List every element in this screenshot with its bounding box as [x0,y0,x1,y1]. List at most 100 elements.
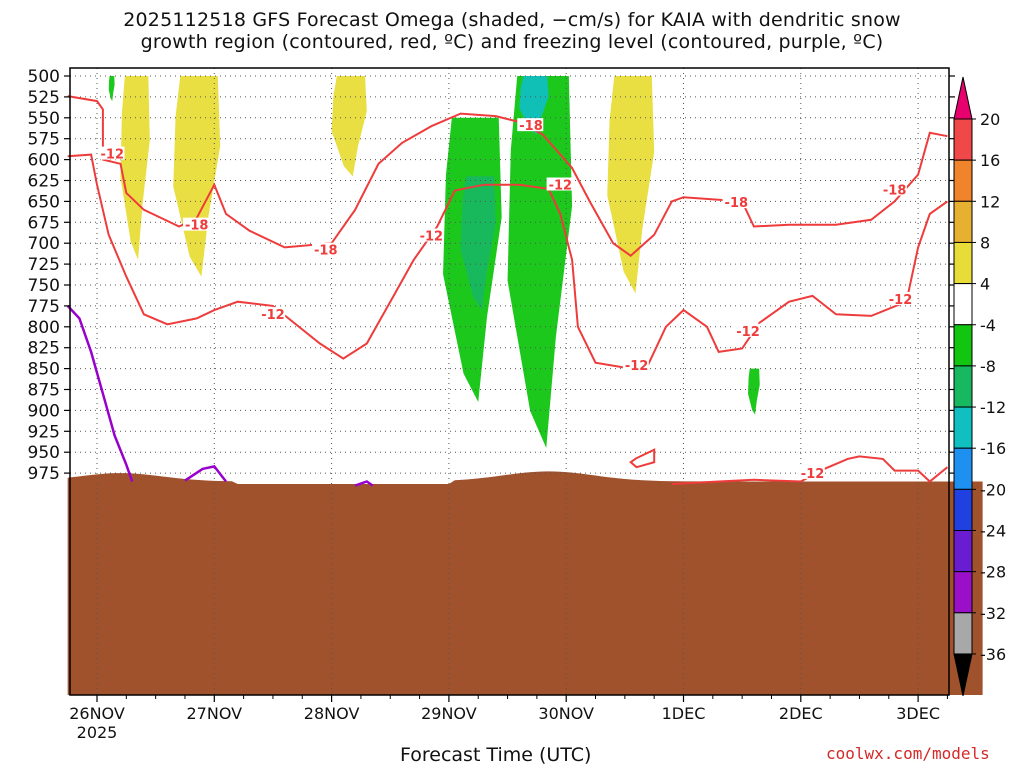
colorbar-label--28: -28 [980,563,1006,582]
contour-label-10: -18 [883,184,907,199]
contour-label-bg-7 [722,195,749,209]
colorbar-label--12: -12 [980,398,1006,417]
contour-label-bg-12 [798,465,825,479]
y-tick-label-650: 650 [28,192,60,212]
contour-label-bg-3 [259,307,286,321]
freezing-line-1 [184,465,227,483]
freezing-level-contour [66,305,374,487]
contour-label-bg-6 [417,228,444,242]
contour-labels: -12 -18 -18 -12 -18 -12 -12 -18 -12 -12 -18 -12 -12 [98,118,913,482]
contour-label-bg-5 [546,177,573,191]
contour-label-3: -12 [261,308,285,323]
colorbar: 20 16 12 8 4 -4 -8 -12 -16 -20 -24 -28 -32 -36 [953,76,1006,697]
contour-line-0 [67,95,948,257]
y-tick-label-700: 700 [28,234,60,254]
omega-shading [108,76,760,449]
colorbar-box-0 [953,118,973,161]
contour-label-bg-2 [312,242,339,256]
y-tick-label-750: 750 [28,276,60,296]
y-tick-label-550: 550 [28,109,60,129]
colorbar-label--8: -8 [980,357,996,376]
colorbar-arrow-bottom [953,653,973,697]
omega-region-9 [108,76,115,102]
colorbar-box-2 [953,200,973,243]
colorbar-box-4 [953,283,973,326]
colorbar-arrow-top [953,76,973,120]
x-tick-label-26NOV: 26NOV [69,704,125,723]
colorbar-box-8 [953,447,973,490]
contour-label-bg-8 [622,358,649,372]
chart-title-line-1: 2025112518 GFS Forecast Omega (shaded, −… [123,9,901,31]
colorbar-label-20: 20 [980,110,1000,129]
x-tick-label-28NOV: 28NOV [304,704,360,723]
contour-line-3 [671,455,949,485]
y-tick-label-975: 975 [28,464,60,484]
terrain-fill [67,471,983,695]
colorbar-label--32: -32 [980,604,1006,623]
y-tick-label-875: 875 [28,381,60,401]
freezing-line-2 [354,480,374,487]
plot-frame [69,67,950,696]
y-tick-label-925: 925 [28,422,60,442]
contour-label-6: -12 [420,230,444,245]
contour-label-8: -12 [625,359,649,374]
contour-label-1: -18 [185,219,209,234]
colorbar-box-1 [953,159,973,202]
contour-label-bg-10 [880,182,907,196]
x-tick-label-30NOV: 30NOV [538,704,594,723]
contour-label-9: -12 [736,325,760,340]
x-tick-label-3DEC: 3DEC [896,704,940,723]
contour-label-bg-11 [886,292,913,306]
contour-label-0: -12 [101,148,125,163]
omega-region-8 [748,368,760,415]
x-tick-label-1DEC: 1DEC [662,704,706,723]
x-axis-title: Forecast Time (UTC) [400,744,592,766]
contour-label-2: -18 [314,244,338,259]
omega-region-6 [460,176,496,311]
x-tick-label-2DEC: 2DEC [779,704,823,723]
contour-label-12: -12 [801,467,825,482]
colorbar-label--16: -16 [980,439,1006,458]
colorbar-label--36: -36 [980,645,1006,664]
colorbar-label-16: 16 [980,151,1000,170]
y-tick-label-525: 525 [28,88,60,108]
omega-region-3 [607,76,655,294]
y-tick-label-725: 725 [28,255,60,275]
x-tick-label-27NOV: 27NOV [187,704,243,723]
y-tick-label-625: 625 [28,172,60,192]
freezing-line-0 [66,305,134,482]
colorbar-label-4: 4 [980,275,990,294]
colorbar-label--24: -24 [980,522,1006,541]
colorbar-label--4: -4 [980,316,996,335]
colorbar-box-7 [953,406,973,449]
contour-line-2 [629,448,656,469]
colorbar-box-12 [953,612,973,655]
y-tick-label-900: 900 [28,401,60,421]
y-tick-label-575: 575 [28,130,60,150]
omega-region-0 [120,76,150,260]
y-tick-label-800: 800 [28,318,60,338]
y-tick-label-675: 675 [28,213,60,233]
omega-region-5 [507,76,573,449]
omega-region-2 [331,76,367,177]
y-tick-label-600: 600 [28,151,60,171]
credit-link[interactable]: coolwx.com/models [826,744,990,763]
colorbar-box-3 [953,241,973,285]
x-tick-sublabel: 2025 [77,723,118,742]
colorbar-label--20: -20 [980,480,1006,499]
colorbar-box-6 [953,365,973,408]
contour-label-7: -18 [725,196,749,211]
contour-label-bg-4 [517,118,544,132]
chart-title-line-2: growth region (contoured, red, ºC) and f… [140,31,884,53]
y-tick-label-775: 775 [28,297,60,317]
colorbar-box-9 [953,488,973,532]
contour-label-bg-0 [98,146,125,160]
y-tick-label-500: 500 [28,67,60,87]
colorbar-label-8: 8 [980,233,990,252]
contour-label-11: -12 [889,293,913,308]
colorbar-box-5 [953,324,973,367]
contour-label-bg-9 [734,323,761,337]
y-tick-label-850: 850 [28,360,60,380]
